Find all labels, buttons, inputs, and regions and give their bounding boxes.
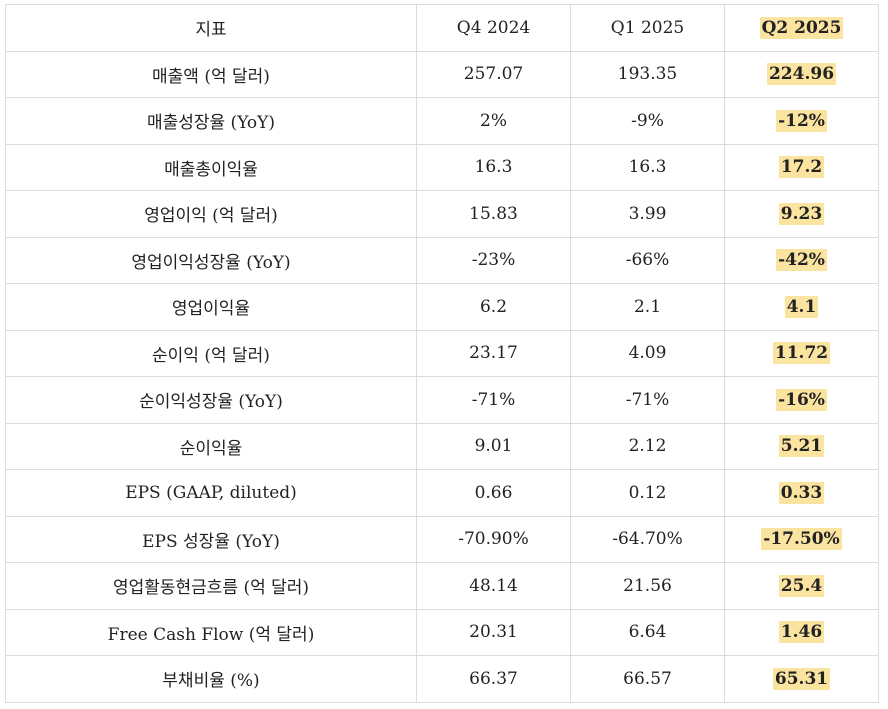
q1-2025-value-cell: 2.12 xyxy=(570,422,725,470)
q2-2025-value-cell: 65.31 xyxy=(724,655,879,703)
q1-2025-value-cell: -64.70% xyxy=(570,515,725,563)
table-row: EPS (GAAP, diluted) 0.66 0.12 0.33 xyxy=(5,469,879,517)
highlighted-value: 1.46 xyxy=(778,621,825,644)
metric-label-cell: 영업활동현금흐름 (억 달러) xyxy=(5,562,417,610)
q2-2025-value-cell: -12% xyxy=(724,97,879,145)
q2-2025-value-cell: 25.4 xyxy=(724,562,879,610)
highlighted-value: 224.96 xyxy=(766,63,837,86)
q1-2025-value-cell: 193.35 xyxy=(570,50,725,98)
highlighted-value: 25.4 xyxy=(778,574,825,597)
highlighted-value: -12% xyxy=(776,109,827,132)
metric-label-cell: EPS 성장율 (YoY) xyxy=(5,515,417,563)
q4-2024-value-cell: 0.66 xyxy=(416,469,571,517)
metric-label-cell: Free Cash Flow (억 달러) xyxy=(5,608,417,656)
metric-label-cell: EPS (GAAP, diluted) xyxy=(5,469,417,517)
metric-label-cell: 순이익율 xyxy=(5,422,417,470)
metric-label-cell: 영업이익 (억 달러) xyxy=(5,190,417,238)
table-row: EPS 성장율 (YoY) -70.90% -64.70% -17.50% xyxy=(5,515,879,563)
q1-2025-value-cell: 6.64 xyxy=(570,608,725,656)
table-row: 영업이익성장율 (YoY) -23% -66% -42% xyxy=(5,236,879,284)
highlighted-value: -17.50% xyxy=(761,528,842,551)
table-row: 부채비율 (%) 66.37 66.57 65.31 xyxy=(5,655,879,703)
highlighted-value: -16% xyxy=(776,388,827,411)
header-q4-2024: Q4 2024 xyxy=(416,4,571,52)
q1-2025-value-cell: 4.09 xyxy=(570,329,725,377)
table-row: 순이익율 9.01 2.12 5.21 xyxy=(5,422,879,470)
q4-2024-value-cell: 2% xyxy=(416,97,571,145)
q2-2025-value-cell: -42% xyxy=(724,236,879,284)
q1-2025-value-cell: -66% xyxy=(570,236,725,284)
q4-2024-value-cell: -23% xyxy=(416,236,571,284)
q2-2025-value-cell: 1.46 xyxy=(724,608,879,656)
header-q1-2025: Q1 2025 xyxy=(570,4,725,52)
table-header-row: 지표 Q4 2024 Q1 2025 Q2 2025 xyxy=(5,4,879,52)
q1-2025-value-cell: 66.57 xyxy=(570,655,725,703)
q4-2024-value-cell: -70.90% xyxy=(416,515,571,563)
metric-label-cell: 매출액 (억 달러) xyxy=(5,50,417,98)
q4-2024-value-cell: 6.2 xyxy=(416,283,571,331)
table-row: 매출총이익율 16.3 16.3 17.2 xyxy=(5,143,879,191)
highlighted-value: 11.72 xyxy=(772,342,831,365)
table-body: 매출액 (억 달러) 257.07 193.35 224.96 매출성장율 (YoY) 2… xyxy=(5,50,879,703)
q2-2025-value-cell: -17.50% xyxy=(724,515,879,563)
q2-2025-value-cell: 0.33 xyxy=(724,469,879,517)
metric-label-cell: 영업이익율 xyxy=(5,283,417,331)
q2-2025-value-cell: 17.2 xyxy=(724,143,879,191)
q4-2024-value-cell: 257.07 xyxy=(416,50,571,98)
highlighted-value: 9.23 xyxy=(778,202,825,225)
q2-2025-value-cell: 9.23 xyxy=(724,190,879,238)
q4-2024-value-cell: 20.31 xyxy=(416,608,571,656)
q2-2025-value-cell: 4.1 xyxy=(724,283,879,331)
highlighted-value: 65.31 xyxy=(772,667,831,690)
q2-2025-value-cell: 11.72 xyxy=(724,329,879,377)
header-q2-2025-highlight: Q2 2025 xyxy=(759,16,844,39)
table-row: 매출성장율 (YoY) 2% -9% -12% xyxy=(5,97,879,145)
table-row: 매출액 (억 달러) 257.07 193.35 224.96 xyxy=(5,50,879,98)
header-metric: 지표 xyxy=(5,4,417,52)
q4-2024-value-cell: 48.14 xyxy=(416,562,571,610)
q4-2024-value-cell: 15.83 xyxy=(416,190,571,238)
metric-label-cell: 영업이익성장율 (YoY) xyxy=(5,236,417,284)
q4-2024-value-cell: 66.37 xyxy=(416,655,571,703)
q1-2025-value-cell: -71% xyxy=(570,376,725,424)
table-row: 순이익성장율 (YoY) -71% -71% -16% xyxy=(5,376,879,424)
metric-label-cell: 매출총이익율 xyxy=(5,143,417,191)
q1-2025-value-cell: 2.1 xyxy=(570,283,725,331)
table-row: 영업이익율 6.2 2.1 4.1 xyxy=(5,283,879,331)
q1-2025-value-cell: -9% xyxy=(570,97,725,145)
highlighted-value: 5.21 xyxy=(778,435,825,458)
financial-metrics-table: 지표 Q4 2024 Q1 2025 Q2 2025 매출액 (억 달러) 257… xyxy=(5,4,879,703)
q4-2024-value-cell: -71% xyxy=(416,376,571,424)
q1-2025-value-cell: 21.56 xyxy=(570,562,725,610)
table-row: 영업활동현금흐름 (억 달러) 48.14 21.56 25.4 xyxy=(5,562,879,610)
q1-2025-value-cell: 3.99 xyxy=(570,190,725,238)
highlighted-value: 17.2 xyxy=(778,156,825,179)
highlighted-value: 0.33 xyxy=(778,481,825,504)
q4-2024-value-cell: 9.01 xyxy=(416,422,571,470)
table-row: Free Cash Flow (억 달러) 20.31 6.64 1.46 xyxy=(5,608,879,656)
metric-label-cell: 순이익성장율 (YoY) xyxy=(5,376,417,424)
metric-label-cell: 매출성장율 (YoY) xyxy=(5,97,417,145)
metric-label-cell: 순이익 (억 달러) xyxy=(5,329,417,377)
table-row: 영업이익 (억 달러) 15.83 3.99 9.23 xyxy=(5,190,879,238)
q1-2025-value-cell: 16.3 xyxy=(570,143,725,191)
financial-table-container: 지표 Q4 2024 Q1 2025 Q2 2025 매출액 (억 달러) 257… xyxy=(5,4,879,703)
table-row: 순이익 (억 달러) 23.17 4.09 11.72 xyxy=(5,329,879,377)
q2-2025-value-cell: 5.21 xyxy=(724,422,879,470)
q2-2025-value-cell: 224.96 xyxy=(724,50,879,98)
q4-2024-value-cell: 23.17 xyxy=(416,329,571,377)
metric-label-cell: 부채비율 (%) xyxy=(5,655,417,703)
highlighted-value: 4.1 xyxy=(784,295,819,318)
highlighted-value: -42% xyxy=(776,249,827,272)
q4-2024-value-cell: 16.3 xyxy=(416,143,571,191)
q1-2025-value-cell: 0.12 xyxy=(570,469,725,517)
header-q2-2025: Q2 2025 xyxy=(724,4,879,52)
q2-2025-value-cell: -16% xyxy=(724,376,879,424)
